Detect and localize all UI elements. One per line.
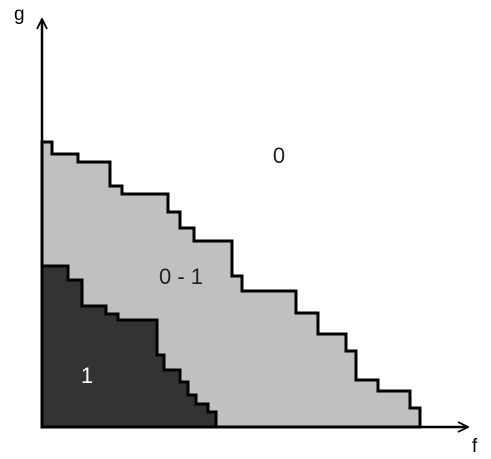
region-outer-label: 0 (273, 143, 285, 168)
region-inner-label: 1 (81, 363, 93, 388)
region-middle-label: 0 - 1 (159, 264, 203, 289)
x-axis-label: f (472, 436, 478, 457)
region-inner (40, 264, 218, 429)
y-axis-label: g (14, 4, 25, 25)
